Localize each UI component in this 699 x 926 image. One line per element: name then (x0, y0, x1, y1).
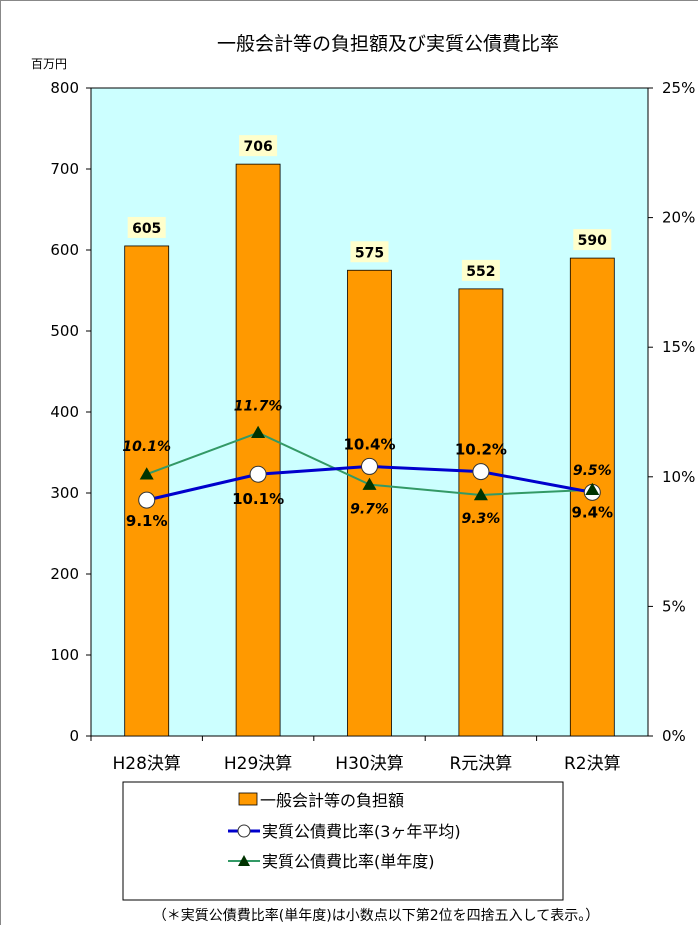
right-tick-label: 10% (662, 468, 695, 486)
average-label: 9.4% (571, 503, 613, 521)
bar-label: 605 (132, 221, 161, 237)
legend-box (122, 781, 564, 901)
single-year-label: 9.5% (573, 463, 612, 479)
category-label: H29決算 (224, 754, 292, 774)
category-label: R2決算 (564, 754, 621, 774)
average-label: 9.1% (126, 512, 168, 530)
legend-average-label: 実質公債費比率(3ヶ年平均) (262, 822, 461, 841)
left-tick-label: 300 (50, 484, 79, 502)
chart-title: 一般会計等の負担額及び実質公債費比率 (217, 33, 559, 55)
right-axis: 0% 5% 10% 15% 20% 25% (648, 79, 695, 745)
bar-label: 590 (578, 233, 607, 249)
category-label: R元決算 (449, 754, 512, 774)
legend-single-marker (238, 855, 250, 866)
bar-label: 552 (466, 264, 495, 280)
category-label: H30決算 (335, 754, 403, 774)
left-tick-label: 100 (50, 646, 79, 664)
footnote: （＊実質公債費比率(単年度)は小数点以下第2位を四捨五入して表示。） (153, 907, 599, 924)
left-axis: 0 100 200 300 400 500 600 700 800 (50, 79, 91, 745)
left-tick-label: 500 (50, 322, 79, 340)
right-tick-label: 15% (662, 338, 695, 356)
average-point (361, 457, 378, 475)
single-year-label: 9.7% (350, 502, 389, 518)
legend-bar-swatch (238, 792, 258, 806)
average-point (472, 463, 490, 481)
bar-label-bg (573, 229, 612, 251)
left-axis-unit: 百万円 (31, 57, 67, 71)
right-tick-label: 20% (662, 209, 695, 227)
single-year-label: 9.3% (461, 511, 500, 527)
single-year-point (473, 487, 488, 501)
single-year-label: 11.7% (234, 399, 283, 415)
left-tick-label: 600 (50, 241, 79, 259)
bar-label-bg (127, 216, 166, 238)
left-tick-label: 800 (50, 79, 79, 97)
single-year-point (585, 482, 600, 496)
left-tick-label: 0 (69, 727, 79, 745)
single-year-point (362, 477, 377, 490)
left-tick-label: 200 (50, 565, 79, 583)
average-label: 10.1% (232, 490, 284, 508)
single-year-point (139, 467, 154, 480)
average-point (138, 491, 156, 509)
legend-average-marker (237, 824, 251, 838)
legend-single-label: 実質公債費比率(単年度) (262, 852, 435, 871)
bar-label-bg (239, 135, 278, 157)
category-axis: H28決算 H29決算 H30決算 R元決算 R2決算 (90, 736, 621, 774)
bar-label-bg (350, 241, 389, 263)
right-tick-label: 5% (662, 597, 686, 615)
line-series (138, 425, 601, 509)
bar (458, 288, 504, 737)
bar (347, 269, 392, 737)
average-point (249, 465, 267, 483)
left-tick-label: 400 (50, 403, 79, 421)
bar-label: 706 (243, 139, 272, 155)
right-tick-label: 25% (662, 79, 695, 97)
average-label: 10.2% (455, 441, 507, 459)
category-label: H28決算 (112, 754, 180, 774)
bar-label: 575 (355, 245, 384, 261)
single-year-label: 10.1% (122, 439, 171, 455)
bar (124, 245, 170, 737)
left-tick-label: 700 (50, 160, 79, 178)
right-tick-label: 0% (662, 727, 686, 745)
data-labels: 605 706 575 552 590 9.1% 10.1% 10.4% 10.2% 9.4% 10… (122, 135, 613, 530)
single-year-point (251, 425, 266, 438)
bar-label-bg (461, 259, 500, 281)
average-label: 10.4% (343, 435, 395, 453)
legend-bar-label: 一般会計等の負担額 (260, 791, 404, 810)
bar (235, 163, 281, 737)
